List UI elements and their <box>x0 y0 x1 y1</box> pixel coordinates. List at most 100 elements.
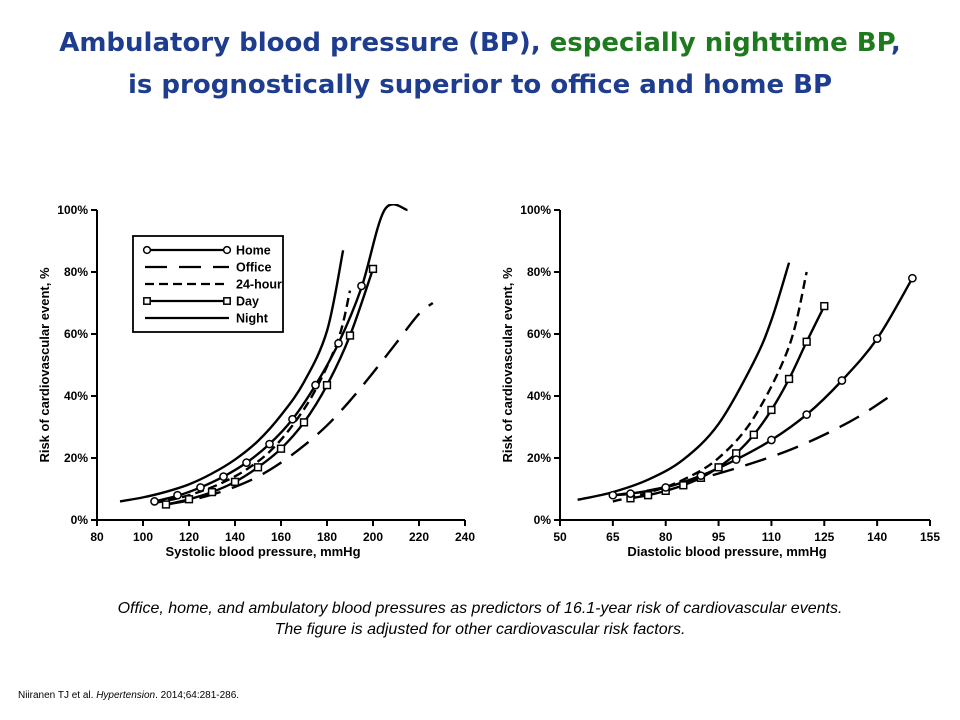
x-tick-label: 95 <box>712 530 726 544</box>
y-tick-label: 20% <box>527 451 551 465</box>
y-tick-label: 0% <box>534 513 552 527</box>
series-line-home <box>612 277 914 497</box>
series-line-office <box>165 302 434 506</box>
x-tick-label: 110 <box>762 530 782 544</box>
point-day <box>802 337 811 346</box>
x-tick-label: 140 <box>867 530 887 544</box>
point-home <box>626 489 635 498</box>
point-home <box>334 338 343 348</box>
series-line-office <box>612 391 896 497</box>
series-line-day <box>630 305 826 500</box>
point-day <box>714 463 723 472</box>
x-tick-label: 200 <box>363 530 383 544</box>
caption-line-2: The figure is adjusted for other cardiov… <box>274 621 686 638</box>
title-part-1: Ambulatory blood pressure (BP), <box>59 28 550 58</box>
legend-label-home: Home <box>236 244 271 258</box>
legend-marker <box>142 245 152 255</box>
x-tick-label: 160 <box>271 530 291 544</box>
point-home <box>802 410 812 419</box>
x-tick-label: 100 <box>133 530 153 544</box>
point-day <box>820 301 829 311</box>
point-home <box>311 380 320 390</box>
point-home <box>242 458 251 467</box>
x-tick-label: 180 <box>317 530 337 544</box>
point-home <box>767 435 776 445</box>
title-highlight: especially nighttime BP <box>549 28 891 58</box>
x-axis-label: Diastolic blood pressure, mmHg <box>627 544 826 559</box>
y-tick-label: 60% <box>64 327 88 341</box>
legend-label-day: Day <box>236 295 259 309</box>
series-group <box>577 262 914 503</box>
point-day <box>784 374 794 384</box>
chart-1: 80 100 120 140 160 180 200 220 240 0% 20% 40% 60% 80%… <box>37 203 475 559</box>
point-day <box>253 463 263 472</box>
point-home <box>219 472 228 481</box>
point-home <box>908 273 917 283</box>
series-line-24-hour <box>612 271 808 503</box>
point-day <box>767 405 776 415</box>
x-tick-label: 80 <box>659 530 673 544</box>
y-tick-label: 80% <box>64 265 88 279</box>
point-home <box>837 376 847 385</box>
point-day <box>368 264 378 274</box>
point-home <box>608 490 618 500</box>
series-line-night <box>119 250 345 503</box>
x-tick-label: 125 <box>814 530 834 544</box>
x-axis-label: Systolic blood pressure, mmHg <box>165 544 360 559</box>
x-tick-label: 80 <box>90 530 104 544</box>
citation: Niiranen TJ et al. Hypertension. 2014;64… <box>18 690 239 701</box>
legend-marker <box>223 297 231 305</box>
y-axis-label: Risk of cardiovascular event, % <box>500 267 515 463</box>
y-tick-label: 0% <box>71 513 89 527</box>
x-tick-label: 155 <box>920 530 940 544</box>
point-home <box>150 497 159 506</box>
y-tick-label: 100% <box>57 203 88 217</box>
point-home <box>288 414 297 424</box>
point-home <box>872 334 882 343</box>
y-tick-label: 20% <box>64 451 88 465</box>
legend-label-night: Night <box>236 312 269 326</box>
y-tick-label: 40% <box>64 389 88 403</box>
point-day <box>276 444 286 453</box>
citation-details: . 2014;64:281-286. <box>155 690 240 701</box>
point-day <box>345 331 355 340</box>
legend-marker <box>222 245 232 255</box>
citation-journal: Hypertension <box>96 690 156 701</box>
point-day <box>299 418 309 427</box>
point-home <box>661 483 671 492</box>
figure-caption: Office, home, and ambulatory blood press… <box>0 598 960 640</box>
y-tick-label: 40% <box>527 389 551 403</box>
point-home <box>265 439 274 449</box>
point-day <box>322 381 332 390</box>
point-day <box>207 487 217 497</box>
chart-2: 50 65 80 95 110 125 140 155 0% 20% 40% 60% 80% 100% Di… <box>500 203 940 559</box>
legend-label-office: Office <box>236 261 271 275</box>
x-tick-label: 220 <box>409 530 429 544</box>
series-line-night <box>577 262 791 502</box>
point-day <box>643 491 653 500</box>
legend-marker <box>143 297 151 305</box>
y-tick-label: 100% <box>520 203 551 217</box>
y-tick-label: 60% <box>527 327 551 341</box>
point-home <box>357 281 366 291</box>
caption-line-1: Office, home, and ambulatory blood press… <box>117 600 843 617</box>
series-line-day <box>165 268 375 506</box>
point-home <box>173 490 182 500</box>
y-tick-label: 80% <box>527 265 551 279</box>
x-tick-label: 65 <box>606 530 620 544</box>
point-home <box>696 471 706 481</box>
legend-label-24-hour: 24-hour <box>236 278 282 292</box>
x-tick-label: 120 <box>179 530 199 544</box>
point-day <box>161 500 171 509</box>
slide-title: Ambulatory blood pressure (BP), especial… <box>0 22 960 106</box>
point-day <box>184 495 194 504</box>
title-line-2: is prognostically superior to office and… <box>127 70 833 100</box>
citation-authors: Niiranen TJ et al. <box>18 690 97 701</box>
point-day <box>749 430 758 439</box>
point-home <box>196 483 205 492</box>
point-day <box>230 477 240 487</box>
charts-figure: 80 100 120 140 160 180 200 220 240 0% 20% 40% 60% 80%… <box>37 203 940 559</box>
x-tick-label: 140 <box>225 530 245 544</box>
point-home <box>731 455 741 464</box>
point-day <box>679 481 688 490</box>
